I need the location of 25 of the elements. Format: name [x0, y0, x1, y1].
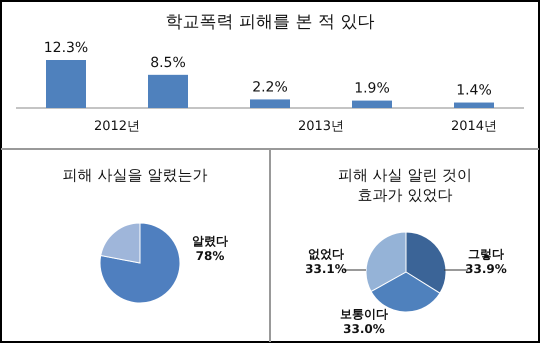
text: 2012년 — [94, 119, 140, 134]
text: 2013년 — [298, 119, 344, 134]
bar — [46, 60, 86, 108]
bar — [352, 100, 392, 108]
data-label: 33.1% — [305, 262, 347, 276]
chart-title: 피해 사실을 알렸는가 — [62, 166, 208, 184]
slice-label: 알렸다 — [192, 234, 228, 248]
bar — [250, 99, 290, 108]
slice-label: 없었다 — [308, 247, 344, 261]
chart-title: 학교폭력 피해를 본 적 있다 — [166, 12, 374, 32]
bar — [454, 102, 494, 108]
data-label: 2.2% — [252, 79, 288, 96]
data-label: 8.5% — [150, 54, 186, 71]
data-label: 78% — [196, 249, 224, 263]
data-label: 12.3% — [44, 40, 88, 56]
text: 2014년 — [450, 119, 498, 134]
slice-label: 보통이다 — [340, 307, 388, 321]
bar — [148, 74, 188, 108]
data-label: 1.4% — [456, 82, 492, 99]
data-label: 33.0% — [343, 322, 385, 336]
data-label: 1.9% — [354, 80, 390, 97]
chart-title: 피해 사실 알린 것이 효과가 있었다 — [338, 166, 472, 204]
data-label: 33.9% — [465, 262, 507, 276]
pie-slice — [100, 222, 180, 304]
slice-label: 그렇다 — [468, 247, 504, 261]
